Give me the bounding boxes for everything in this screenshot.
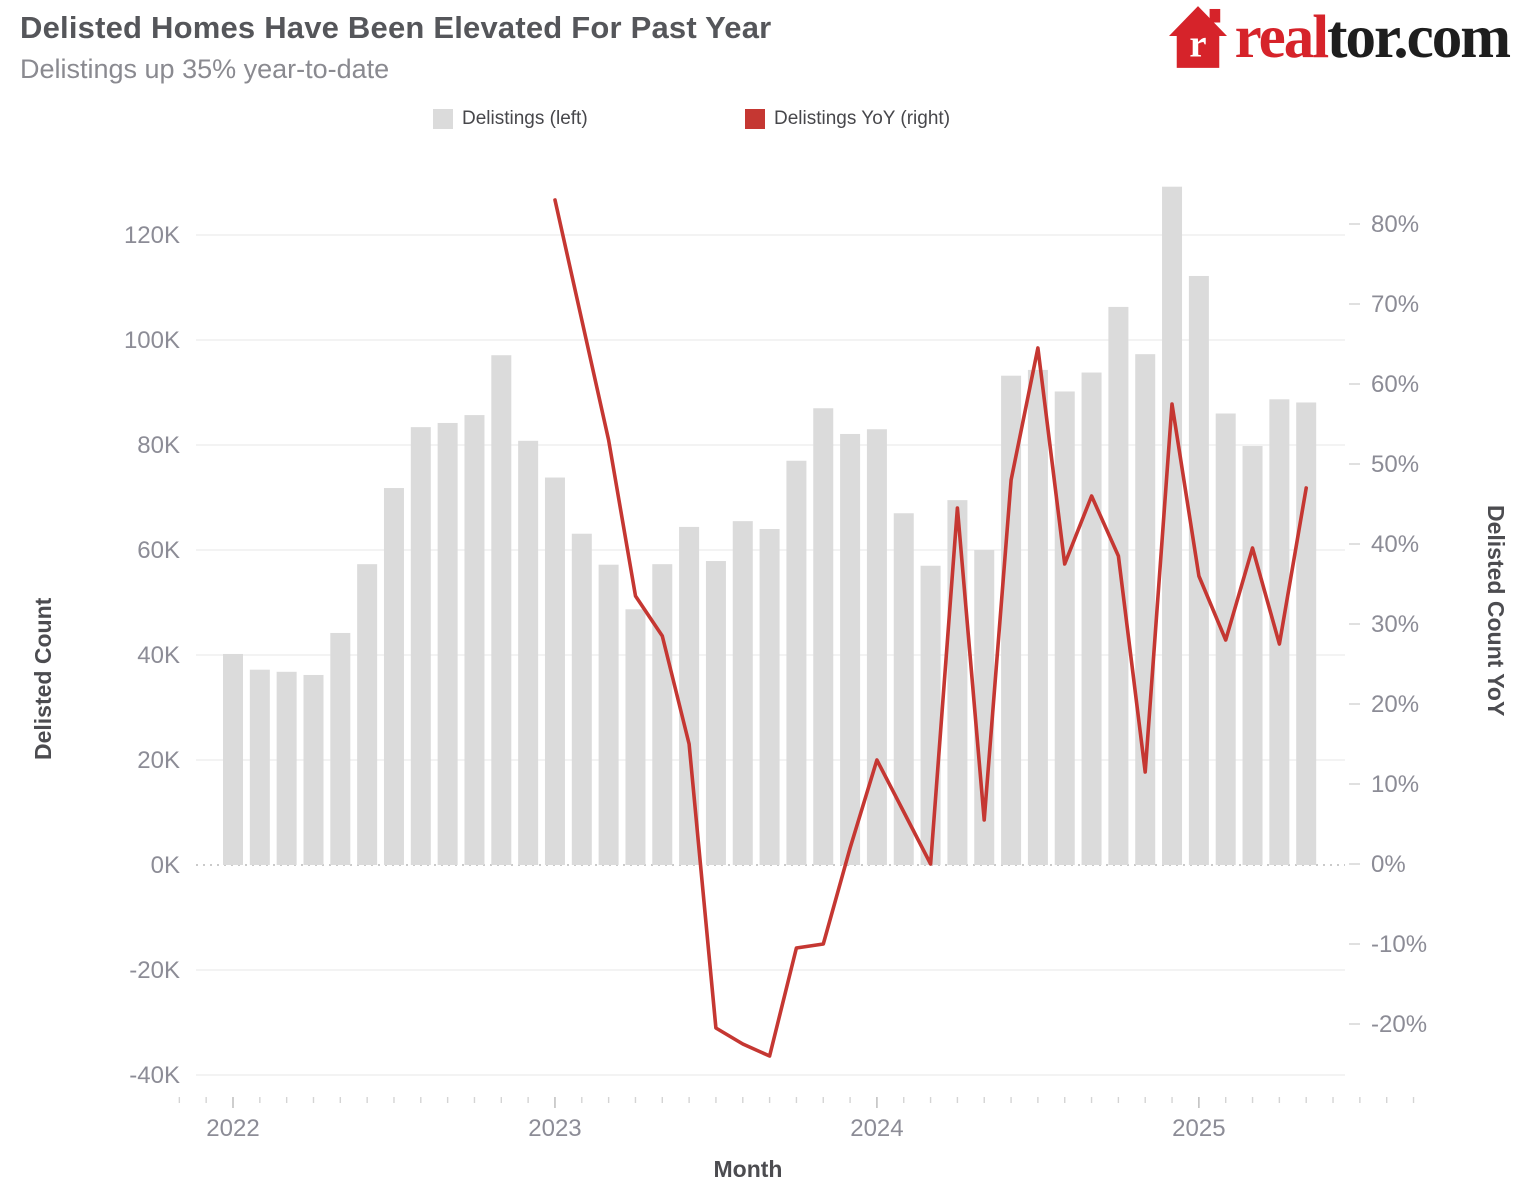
right-tick-label: 10%	[1371, 771, 1419, 798]
left-tick-label: 100K	[124, 327, 180, 354]
right-tick-label: 70%	[1371, 291, 1419, 318]
delistings-bar[interactable]	[410, 427, 431, 865]
delistings-bar[interactable]	[974, 550, 995, 865]
right-tick-label: 50%	[1371, 451, 1419, 478]
right-axis-title: Delisted Count YoY	[1483, 505, 1509, 717]
left-tick-label: 40K	[137, 642, 180, 669]
delistings-bar[interactable]	[866, 429, 887, 865]
right-axis-labels: 80% 70% 60% 50% 40% 30% 20% 10% 0% -10% -20%	[1349, 211, 1427, 1038]
delistings-bar[interactable]	[893, 513, 914, 865]
right-tick-label: 20%	[1371, 691, 1419, 718]
right-tick-label: 80%	[1371, 211, 1419, 238]
delistings-bar[interactable]	[598, 564, 619, 865]
delistings-bar[interactable]	[947, 500, 968, 865]
right-tick-label: 30%	[1371, 611, 1419, 638]
delistings-bar[interactable]	[813, 408, 834, 865]
right-tick-label: -20%	[1371, 1011, 1427, 1038]
delistings-bar[interactable]	[759, 529, 780, 865]
year-label: 2024	[850, 1115, 903, 1142]
delistings-bar[interactable]	[1108, 306, 1129, 865]
realtor-house-icon: r	[1168, 6, 1227, 68]
page-subtitle: Delistings up 35% year-to-date	[20, 54, 390, 84]
delistings-bar[interactable]	[652, 564, 673, 865]
legend-label: Delistings YoY (right)	[774, 108, 951, 129]
delistings-bar[interactable]	[1269, 399, 1290, 865]
left-axis-labels: 120K 100K 80K 60K 40K 20K 0K -20K -40K	[124, 222, 180, 1089]
delistings-bar[interactable]	[625, 609, 646, 865]
svg-text:r: r	[1189, 23, 1206, 65]
delistings-bar[interactable]	[1027, 369, 1048, 865]
delistings-bar[interactable]	[840, 433, 861, 865]
left-tick-label: 0K	[151, 852, 180, 879]
yoy-line[interactable]	[553, 198, 1308, 1058]
left-tick-label: 20K	[137, 747, 180, 774]
realtor-logo: r realtor.com®	[1168, 3, 1520, 71]
legend-label: Delistings (left)	[462, 108, 588, 129]
page-title: Delisted Homes Have Been Elevated For Pa…	[20, 10, 772, 45]
delistings-bar[interactable]	[786, 460, 807, 865]
delistings-bar[interactable]	[1162, 186, 1183, 865]
delistings-bar[interactable]	[303, 674, 324, 865]
delistings-bar[interactable]	[383, 488, 404, 865]
left-axis-title: Delisted Count	[30, 597, 56, 760]
delistings-bar[interactable]	[249, 669, 270, 865]
delistings-bar[interactable]	[732, 521, 753, 865]
left-tick-label: 120K	[124, 222, 180, 249]
yoy-swatch-icon	[745, 109, 765, 129]
right-tick-label: 0%	[1371, 851, 1406, 878]
delistings-bar[interactable]	[276, 671, 297, 865]
delistings-bar[interactable]	[705, 561, 726, 865]
delistings-bar[interactable]	[1054, 391, 1075, 865]
delistings-swatch-icon	[433, 109, 453, 129]
right-tick-label: 60%	[1371, 371, 1419, 398]
realtor-logo-text: realtor.com®	[1234, 3, 1511, 71]
delistings-bars	[223, 186, 1317, 865]
x-axis-ticks: 2022 2023 2024 2025	[178, 1097, 1415, 1142]
x-axis-title: Month	[713, 1156, 783, 1182]
delistings-bar[interactable]	[464, 415, 485, 865]
delistings-bar[interactable]	[1001, 375, 1022, 865]
delistings-bar[interactable]	[330, 632, 351, 865]
delistings-bar[interactable]	[571, 533, 592, 865]
left-tick-label: 60K	[137, 537, 180, 564]
delistings-bar[interactable]	[1242, 446, 1263, 865]
left-tick-label: 80K	[137, 432, 180, 459]
delistings-bar[interactable]	[518, 440, 539, 865]
legend-item-delistings[interactable]: Delistings (left)	[433, 106, 588, 132]
delistings-bar[interactable]	[357, 564, 378, 865]
delistings-bar[interactable]	[1296, 402, 1317, 865]
year-label: 2022	[206, 1115, 259, 1142]
left-tick-label: -40K	[129, 1062, 180, 1089]
delistings-bar[interactable]	[437, 422, 458, 865]
delistings-bar[interactable]	[1135, 354, 1156, 865]
legend-item-yoy[interactable]: Delistings YoY (right)	[745, 106, 950, 132]
year-label: 2025	[1172, 1115, 1225, 1142]
delistings-bar[interactable]	[223, 653, 243, 865]
left-tick-label: -20K	[129, 957, 180, 984]
delistings-bar[interactable]	[491, 355, 512, 865]
delistings-bar[interactable]	[1081, 372, 1102, 865]
right-tick-label: -10%	[1371, 931, 1427, 958]
delistings-bar[interactable]	[544, 477, 565, 865]
right-tick-label: 40%	[1371, 531, 1419, 558]
delistings-bar[interactable]	[920, 565, 941, 865]
year-label: 2023	[528, 1115, 581, 1142]
